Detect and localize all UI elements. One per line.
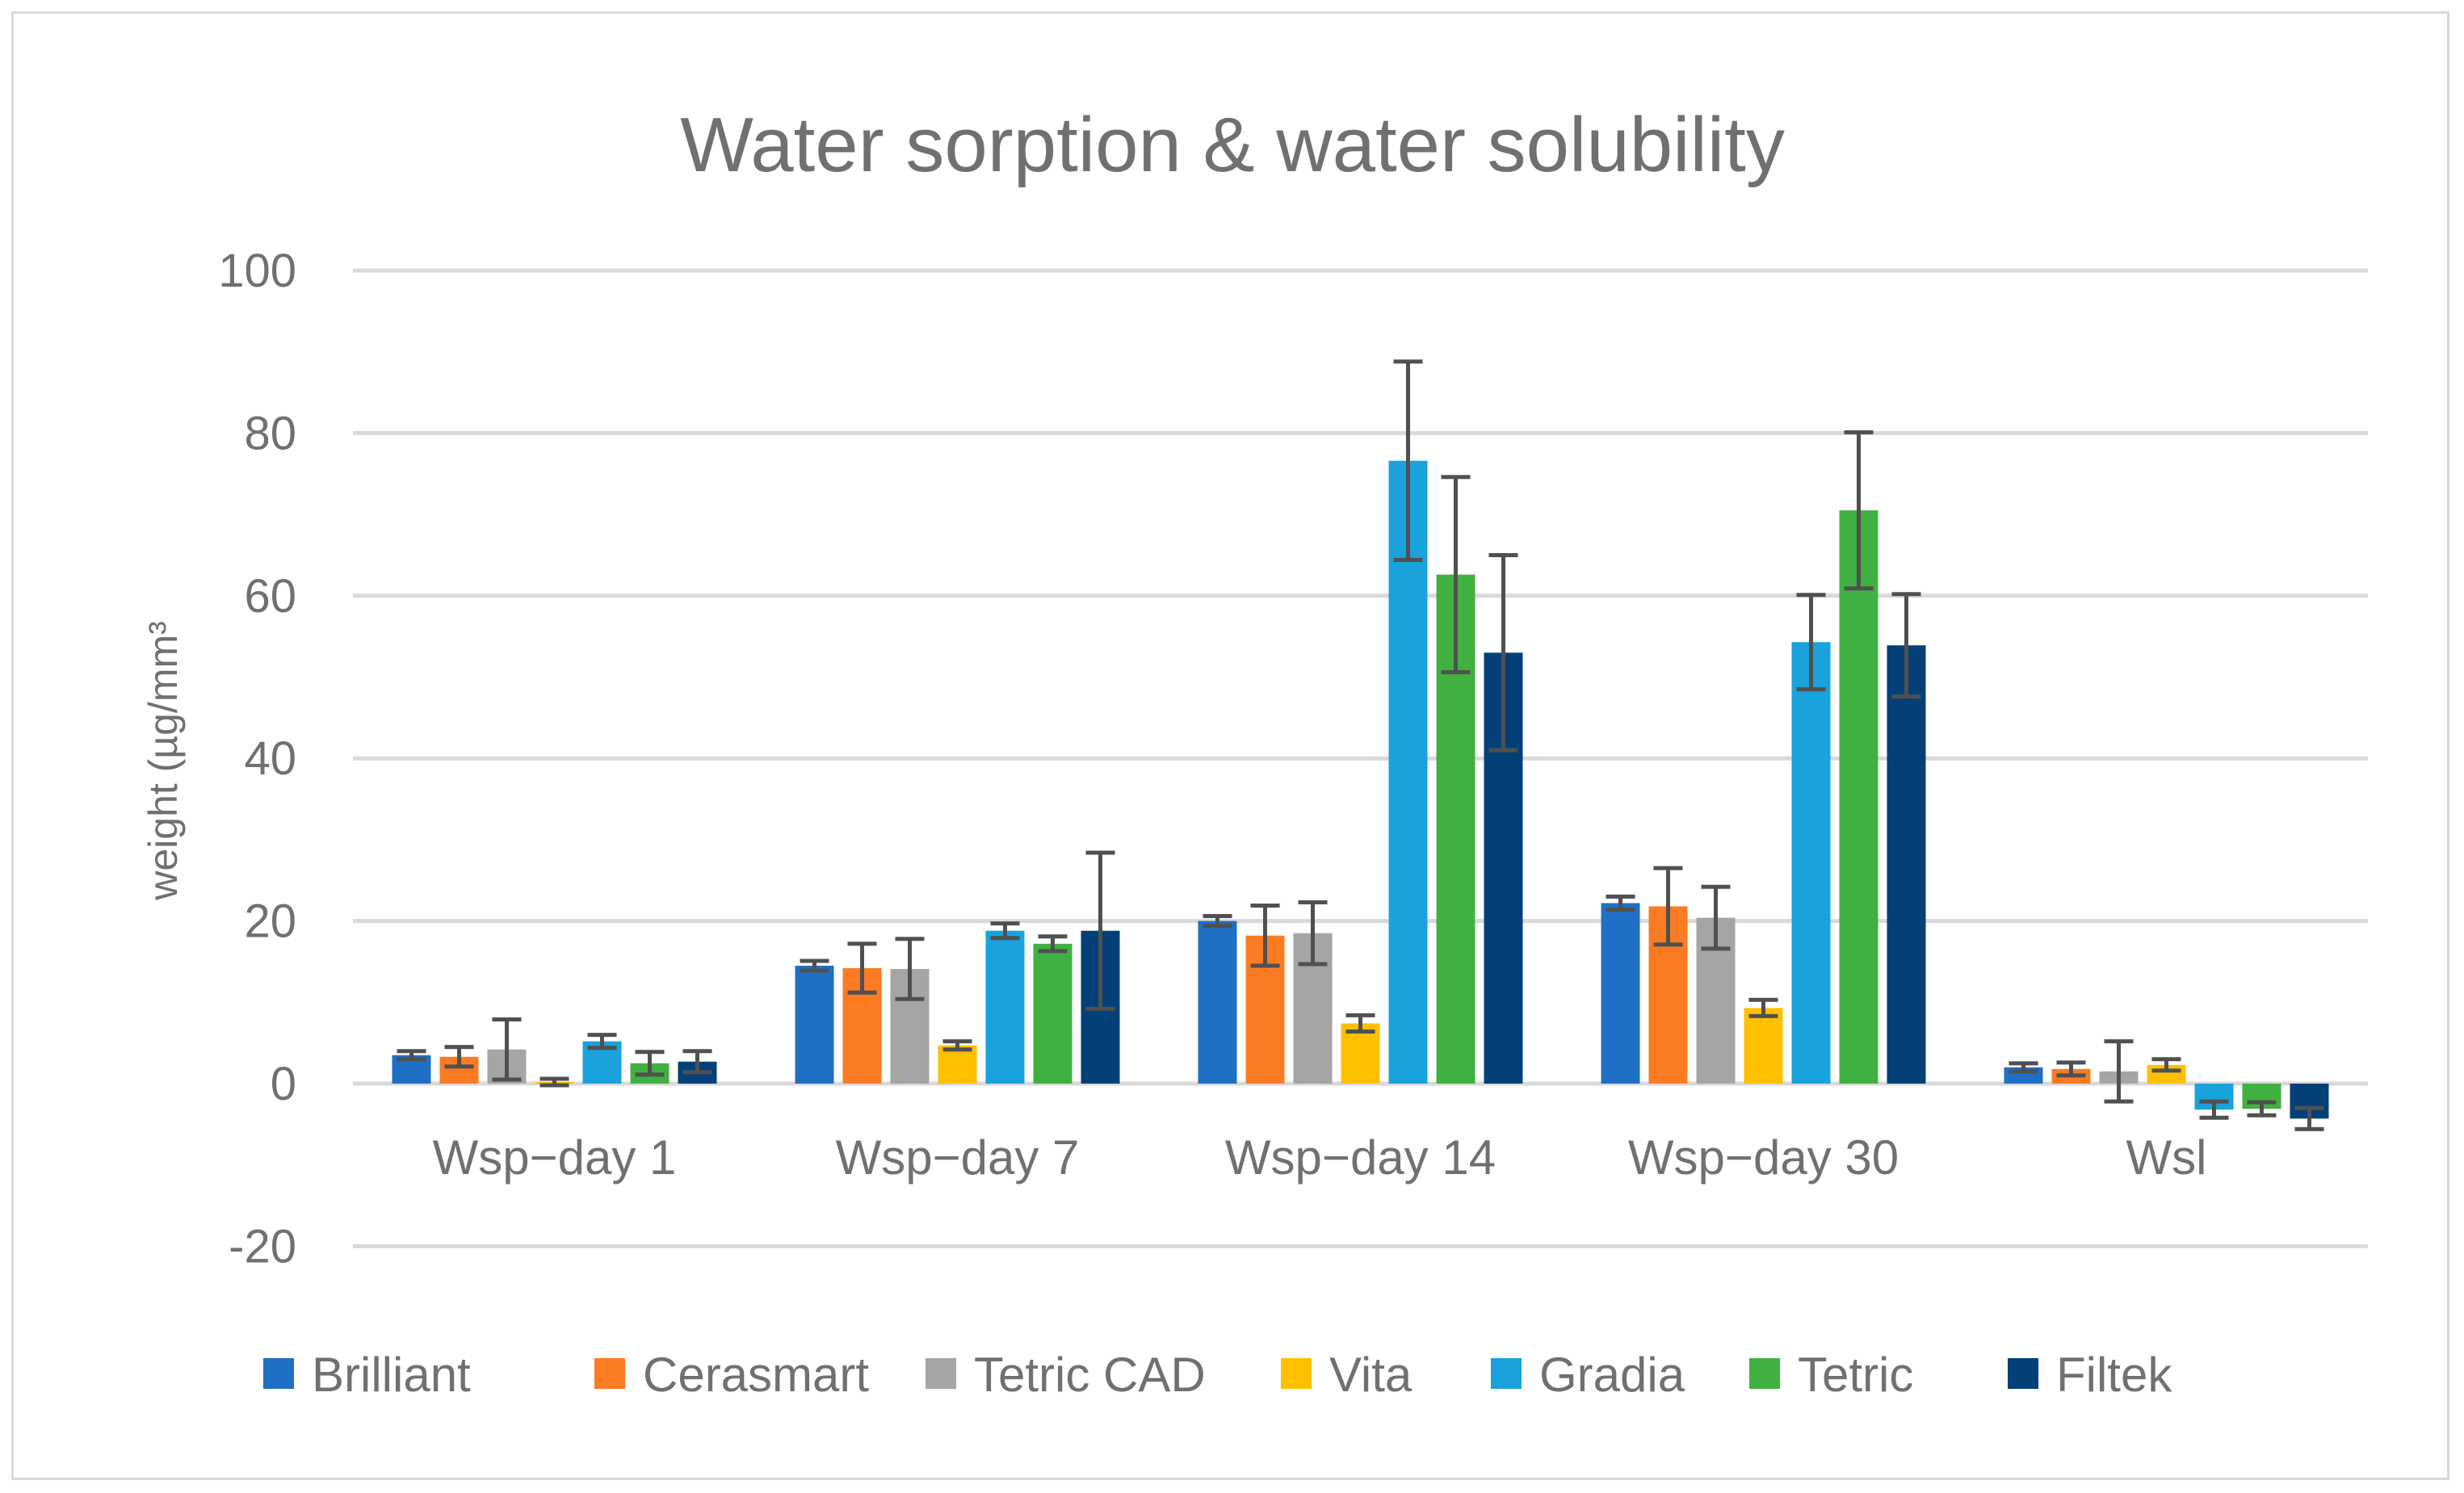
x-category-label: Wsl	[2126, 1130, 2207, 1185]
chart-area: Water sorption & water solubility -20 0 20…	[11, 11, 2449, 1480]
legend-swatch	[1281, 1358, 1312, 1389]
legend-label: Gradia	[1539, 1348, 1685, 1402]
y-tick-label: 20	[244, 895, 296, 948]
bar-gradia	[1388, 460, 1428, 1084]
legend-swatch	[594, 1358, 625, 1389]
x-category-label: Wsp−day 7	[836, 1130, 1080, 1185]
legend-item: Tetric CAD	[926, 1348, 1206, 1402]
legend: Brilliant Cerasmart Tetric CAD Vita Gradia Te…	[263, 1348, 2172, 1402]
bar-filtek	[1887, 645, 1926, 1084]
legend-swatch	[926, 1358, 956, 1389]
y-axis-ticks: -20 0 20 40 60 80 100	[218, 245, 296, 1273]
bar-brilliant	[795, 965, 834, 1084]
bar-tetric	[1839, 510, 1878, 1084]
x-axis-categories: Wsp−day 1 Wsp−day 7 Wsp−day 14 Wsp−day 30 Ws…	[433, 1130, 2207, 1185]
bar-vita	[1744, 1008, 1783, 1084]
chart-svg: Water sorption & water solubility -20 0 20…	[141, 102, 2368, 1402]
bar-brilliant	[1198, 921, 1237, 1084]
legend-swatch	[263, 1358, 294, 1389]
y-tick-label: 40	[244, 732, 296, 785]
legend-item: Cerasmart	[594, 1348, 869, 1402]
legend-item: Gradia	[1491, 1348, 1685, 1402]
y-tick-label: 60	[244, 570, 296, 623]
legend-item: Filtek	[2008, 1348, 2172, 1402]
bar-vita	[938, 1045, 977, 1084]
legend-swatch	[1749, 1358, 1780, 1389]
legend-item: Tetric	[1749, 1348, 1913, 1402]
error-bars	[397, 359, 2324, 1131]
legend-swatch	[1491, 1358, 1522, 1389]
x-category-label: Wsp−day 14	[1225, 1130, 1496, 1185]
x-category-label: Wsp−day 30	[1628, 1130, 1899, 1185]
legend-swatch	[2008, 1358, 2038, 1389]
legend-label: Vita	[1329, 1348, 1412, 1402]
bar-tetric	[1033, 943, 1072, 1084]
y-tick-label: 0	[271, 1058, 296, 1110]
bar-gradia	[1791, 642, 1831, 1084]
legend-item: Brilliant	[263, 1348, 471, 1402]
gridlines	[353, 268, 2368, 1248]
legend-item: Vita	[1281, 1348, 1412, 1402]
bar-gradia	[985, 930, 1025, 1084]
legend-label: Cerasmart	[643, 1348, 869, 1402]
y-tick-label: 100	[218, 245, 296, 297]
legend-label: Filtek	[2056, 1348, 2172, 1402]
legend-label: Tetric	[1798, 1348, 1913, 1402]
legend-label: Tetric CAD	[974, 1348, 1206, 1402]
legend-label: Brilliant	[312, 1348, 471, 1402]
y-axis-label: weight (µg/mm³	[141, 621, 186, 901]
x-category-label: Wsp−day 1	[433, 1130, 677, 1185]
y-tick-label: -20	[229, 1220, 296, 1273]
bar-brilliant	[1601, 903, 1640, 1084]
chart-title: Water sorption & water solubility	[680, 102, 1785, 188]
y-tick-label: 80	[244, 407, 296, 459]
